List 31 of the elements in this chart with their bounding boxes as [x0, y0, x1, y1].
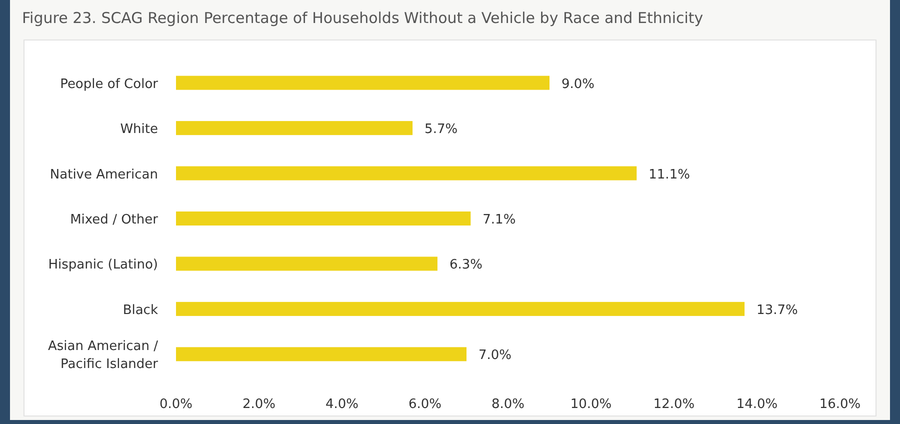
data-label: 13.7%: [756, 302, 798, 318]
data-label: 7.1%: [482, 212, 516, 228]
data-label: 11.1%: [648, 167, 690, 182]
y-tick-label: Black: [122, 302, 158, 318]
bar: [176, 211, 471, 226]
x-tick-label: 0.0%: [159, 397, 193, 412]
y-tick-label: Hispanic (Latino): [48, 258, 158, 273]
x-tick-label: 14.0%: [736, 397, 778, 412]
y-tick-label: White: [120, 122, 158, 138]
x-tick-label: 6.0%: [408, 397, 442, 412]
bar: [176, 256, 438, 271]
y-tick-label: People of Color: [60, 76, 159, 92]
x-tick-label: 8.0%: [491, 397, 525, 412]
y-tick-label: Asian American / Pacific Islander: [48, 339, 159, 372]
y-tick-label: Mixed / Other: [70, 212, 159, 228]
y-tick-label: Native American: [50, 167, 158, 182]
x-tick-label: 2.0%: [242, 397, 276, 412]
x-tick-label: 10.0%: [570, 397, 612, 412]
data-label: 6.3%: [449, 258, 482, 273]
bar: [176, 302, 745, 316]
x-tick-label: 12.0%: [653, 397, 695, 412]
data-label: 5.7%: [424, 122, 458, 138]
data-label: 9.0%: [562, 76, 595, 92]
bar: [176, 121, 413, 136]
chart-title: Figure 23. SCAG Region Percentage of Households Without a Vehicle by Race and Ethnicity: [22, 9, 704, 27]
bar: [176, 76, 550, 90]
bar: [176, 347, 466, 362]
data-label: 7.0%: [478, 348, 512, 364]
x-tick-label: 4.0%: [325, 397, 359, 412]
x-tick-label: 16.0%: [819, 397, 861, 412]
bar: [176, 166, 637, 180]
